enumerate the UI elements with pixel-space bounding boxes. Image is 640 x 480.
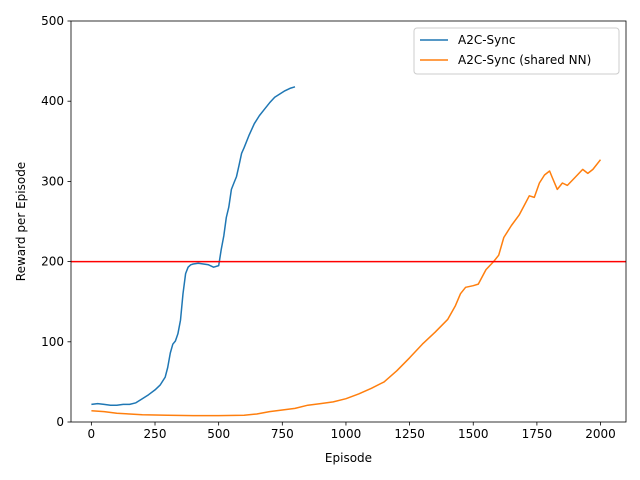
x-tick-label: 0 [88,427,96,441]
series-line-2 [91,159,602,417]
y-tick-label: 100 [41,335,64,349]
legend-label: A2C-Sync (shared NN) [458,53,591,67]
series-line-1 [91,86,296,406]
y-tick-label: 200 [41,255,64,269]
x-tick-label: 750 [271,427,294,441]
y-axis-title: Reward per Episode [14,162,28,281]
y-tick-label: 300 [41,174,64,188]
x-tick-label: 1500 [458,427,489,441]
x-tick-label: 250 [144,427,167,441]
x-tick-label: 1750 [522,427,553,441]
y-tick-label: 500 [41,14,64,28]
legend-box [413,27,620,75]
plot-frame [70,20,627,423]
y-tick-label: 0 [56,415,64,429]
x-tick-label: 2000 [585,427,616,441]
x-tick-label: 1250 [394,427,425,441]
x-axis-title: Episode [325,451,372,465]
x-tick-label: 500 [207,427,230,441]
legend: A2C-Sync A2C-Sync (shared NN) [413,27,620,75]
x-tick-label: 1000 [331,427,362,441]
y-tick-label: 400 [41,94,64,108]
legend-label: A2C-Sync [458,33,515,47]
